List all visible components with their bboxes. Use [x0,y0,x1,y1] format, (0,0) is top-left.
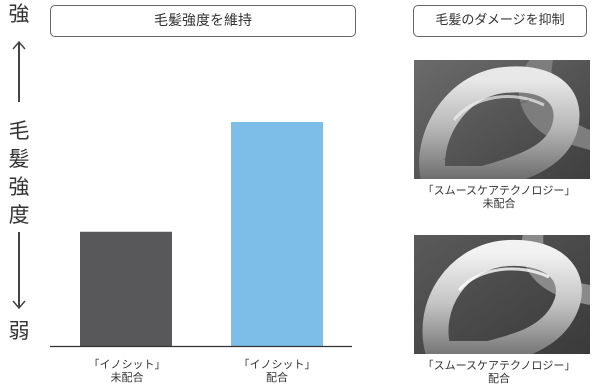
x-tick-label-0: 「イノシット」 未配合 [62,358,192,384]
x-tick-label-line2: 配合 [266,371,288,384]
hair-sem-photo-untreated [414,60,590,179]
arrow-down-icon [12,300,26,310]
hair-sem-photo-treated [414,235,590,354]
photo-caption-line1: 「スムースケアテクノロジー」 [422,359,576,372]
y-axis-arrow-line-bottom [18,232,20,307]
chart-title: 毛髪強度を維持 [50,5,356,37]
y-axis-title-char: 毛 [8,119,30,143]
y-axis-title-char: 度 [8,203,30,227]
y-axis-arrow-line-top [18,42,20,102]
y-axis-weak-label: 弱 [8,319,30,343]
comparison-title: 毛髪のダメージを抑制 [413,5,587,37]
photo-caption-untreated: 「スムースケアテクノロジー」 未配合 [405,184,593,210]
photo-caption-treated: 「スムースケアテクノロジー」 配合 [405,359,593,385]
x-tick-label-line2: 未配合 [110,371,144,384]
photo-caption-line1: 「スムースケアテクノロジー」 [422,184,576,197]
bar-1 [231,122,323,346]
bar-0 [80,231,172,346]
y-axis-strong-label: 強 [8,2,30,26]
photo-caption-line2: 配合 [488,372,510,385]
x-tick-label-line1: 「イノシット」 [88,358,166,371]
y-axis-title-char: 強 [8,175,30,199]
photo-caption-line2: 未配合 [482,197,516,210]
x-tick-label-1: 「イノシット」 配合 [212,358,342,384]
hair-sem-photo-icon [414,235,590,354]
y-axis-title-char: 髪 [8,147,30,171]
x-tick-label-line1: 「イノシット」 [238,358,316,371]
hair-sem-photo-icon [414,60,590,179]
